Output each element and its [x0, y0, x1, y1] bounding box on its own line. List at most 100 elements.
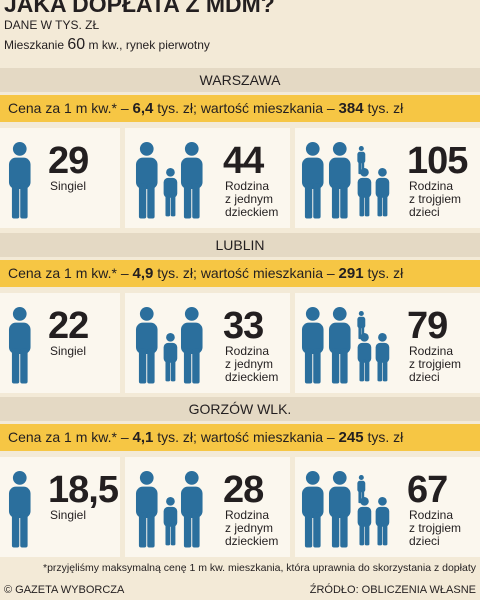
- flat-value: 384: [338, 100, 364, 117]
- label-line: Rodzina: [225, 179, 270, 193]
- amount: 79: [407, 305, 448, 347]
- amount: 29: [48, 140, 89, 182]
- amount: 105: [407, 140, 468, 182]
- amount: 22: [48, 305, 89, 347]
- price-prefix: Cena za 1 m kw.* –: [8, 429, 129, 445]
- amount: 67: [407, 469, 448, 511]
- area: 60: [67, 36, 86, 53]
- label: Rodzina z trojgiem dzieci: [409, 345, 461, 384]
- person-icon: [328, 142, 351, 219]
- price-band: Cena za 1 m kw.* – 4,9 tys. zł; wartość …: [0, 260, 480, 287]
- subsidy-card: 33 Rodzina z jednym dzieckiem: [125, 293, 290, 393]
- label: Singiel: [50, 180, 86, 193]
- person-icon: [328, 307, 351, 384]
- price-mid: tys. zł; wartość mieszkania –: [157, 265, 335, 281]
- flat-value: 245: [338, 429, 364, 446]
- price-band: Cena za 1 m kw.* – 4,1 tys. zł; wartość …: [0, 424, 480, 451]
- person-icon: [357, 311, 366, 340]
- person-icon: [8, 142, 31, 219]
- person-icon: [135, 142, 158, 219]
- subsidy-card: 105 Rodzina z trojgiem dzieci: [295, 128, 480, 228]
- subsidy-card: 67 Rodzina z trojgiem dzieci: [295, 457, 480, 557]
- label-line: Singiel: [50, 179, 87, 193]
- label-line: dzieckiem: [225, 534, 279, 548]
- person-icon: [375, 333, 390, 382]
- subsidy-card: 22 Singiel: [0, 293, 120, 393]
- family-icons: [8, 471, 31, 548]
- footnote: *przyjęliśmy maksymalną cenę 1 m kw. mie…: [42, 562, 476, 574]
- price-value: 4,9: [132, 265, 154, 282]
- label-line: dzieci: [409, 534, 440, 548]
- person-icon: [135, 307, 158, 384]
- subsidy-card: 28 Rodzina z jednym dzieckiem: [125, 457, 290, 557]
- label-line: z trojgiem: [409, 521, 462, 535]
- person-icon: [357, 146, 366, 175]
- label-line: dzieci: [409, 205, 440, 219]
- label-line: Rodzina: [225, 508, 270, 522]
- label-line: Rodzina: [409, 508, 454, 522]
- family-icons: [8, 142, 31, 219]
- label: Rodzina z jednym dzieckiem: [225, 180, 278, 219]
- family-icons: [301, 142, 390, 219]
- amount: 33: [223, 305, 264, 347]
- person-icon: [180, 142, 203, 219]
- person-icon: [163, 333, 178, 382]
- note-prefix: Mieszkanie: [4, 38, 65, 52]
- credit: © GAZETA WYBORCZA: [4, 584, 125, 596]
- label: Rodzina z trojgiem dzieci: [409, 509, 461, 548]
- label-line: z jednym: [225, 192, 274, 206]
- label-line: z trojgiem: [409, 192, 462, 206]
- person-icon: [357, 333, 372, 382]
- label-line: Rodzina: [409, 344, 454, 358]
- label-line: Rodzina: [225, 344, 270, 358]
- value-unit: tys. zł: [367, 100, 404, 116]
- person-icon: [301, 307, 324, 384]
- note-suffix: m kw., rynek pierwotny: [88, 38, 210, 52]
- family-icons: [135, 307, 203, 384]
- label: Singiel: [50, 345, 86, 358]
- label-line: dzieckiem: [225, 205, 279, 219]
- price-prefix: Cena za 1 m kw.* –: [8, 100, 129, 116]
- person-icon: [301, 471, 324, 548]
- label: Rodzina z jednym dzieckiem: [225, 345, 278, 384]
- person-icon: [357, 168, 372, 217]
- label-line: z trojgiem: [409, 357, 462, 371]
- family-icons: [301, 307, 390, 384]
- source: ŹRÓDŁO: OBLICZENIA WŁASNE: [309, 584, 476, 596]
- label-line: dzieckiem: [225, 370, 279, 384]
- flat-value: 291: [338, 265, 364, 282]
- city-band: GORZÓW WLK.: [0, 397, 480, 421]
- person-icon: [357, 497, 372, 546]
- price-value: 4,1: [132, 429, 154, 446]
- subsidy-card: 79 Rodzina z trojgiem dzieci: [295, 293, 480, 393]
- subtitle: DANE W TYS. ZŁ: [4, 18, 100, 32]
- amount: 18,5: [48, 469, 119, 511]
- subsidy-card: 18,5 Singiel: [0, 457, 120, 557]
- note: Mieszkanie 60 m kw., rynek pierwotny: [4, 36, 210, 54]
- label-line: Singiel: [50, 344, 87, 358]
- person-icon: [328, 471, 351, 548]
- person-icon: [180, 307, 203, 384]
- price-band: Cena za 1 m kw.* – 6,4 tys. zł; wartość …: [0, 95, 480, 122]
- city-band: WARSZAWA: [0, 68, 480, 92]
- value-unit: tys. zł: [367, 429, 404, 445]
- person-icon: [180, 471, 203, 548]
- person-icon: [357, 475, 366, 504]
- family-icons: [135, 471, 203, 548]
- label: Singiel: [50, 509, 86, 522]
- price-mid: tys. zł; wartość mieszkania –: [157, 429, 335, 445]
- price-mid: tys. zł; wartość mieszkania –: [157, 100, 335, 116]
- person-icon: [8, 471, 31, 548]
- label: Rodzina z trojgiem dzieci: [409, 180, 461, 219]
- family-icons: [135, 142, 203, 219]
- title: JAKA DOPŁATA Z MDM?: [4, 0, 275, 17]
- person-icon: [375, 168, 390, 217]
- person-icon: [163, 168, 178, 217]
- amount: 28: [223, 469, 264, 511]
- value-unit: tys. zł: [367, 265, 404, 281]
- person-icon: [301, 142, 324, 219]
- subsidy-card: 29 Singiel: [0, 128, 120, 228]
- label-line: dzieci: [409, 370, 440, 384]
- subsidy-card: 44 Rodzina z jednym dzieckiem: [125, 128, 290, 228]
